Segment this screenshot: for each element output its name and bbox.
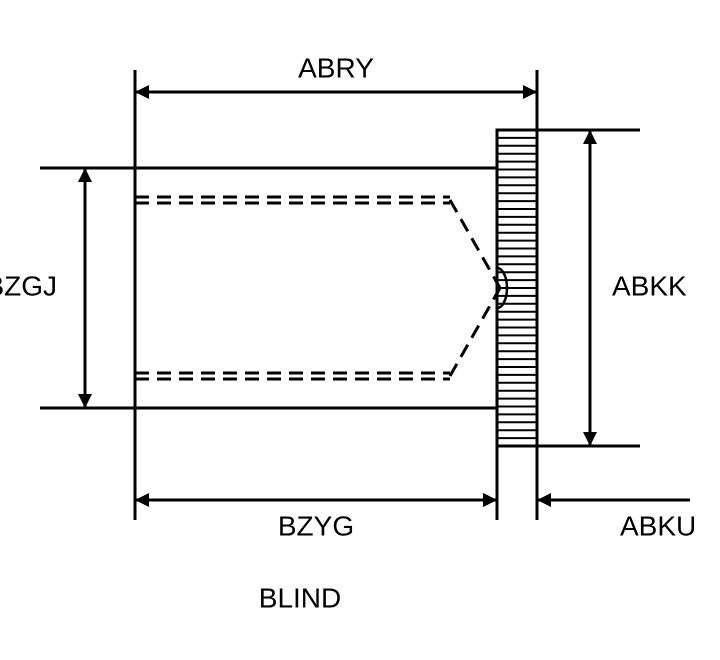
dim-label-bzyg: BZYG	[278, 510, 354, 541]
dim-label-abkk: ABKK	[612, 270, 687, 301]
dim-label-abry: ABRY	[298, 52, 374, 83]
dim-label-abku: ABKU	[620, 510, 696, 541]
dim-label-bzgj: BZGJ	[0, 270, 57, 301]
figure-title: BLIND	[259, 582, 341, 613]
technical-drawing: ABRY BZGJ ABKK BZYG ABKU BLIND	[0, 0, 720, 660]
